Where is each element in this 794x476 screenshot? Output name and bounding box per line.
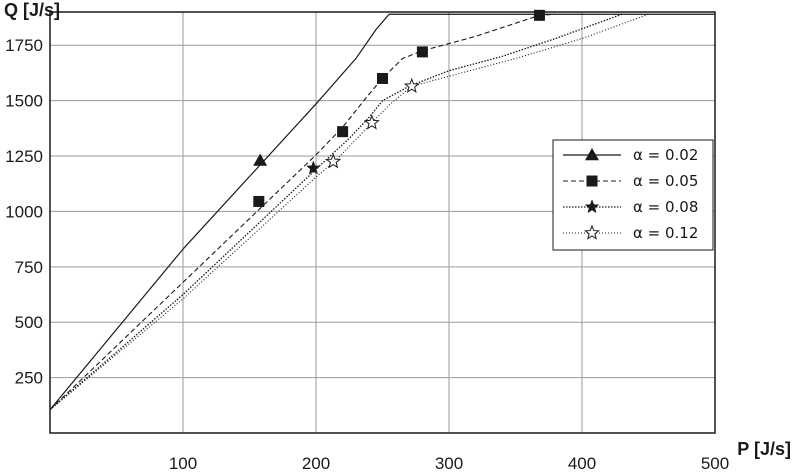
x-axis-label: P [J/s] — [737, 439, 791, 459]
series-line-4 — [49, 13, 649, 411]
series-lines — [49, 13, 715, 411]
legend-marker-2 — [586, 175, 598, 187]
x-tick-labels: 100 200 300 400 500 — [169, 454, 729, 473]
y-tick-labels: 250 500 750 1000 1250 1500 1750 — [5, 36, 43, 387]
series-4-marker — [403, 77, 420, 94]
legend-marker-4 — [584, 224, 600, 240]
series-2-marker — [337, 126, 349, 138]
x-tick-label: 300 — [435, 454, 463, 473]
legend: α = 0.02 α = 0.05 α = 0.08 α = 0.12 — [552, 139, 714, 251]
legend-label-1: α = 0.02 — [633, 146, 698, 164]
series-3-marker — [306, 160, 321, 175]
series-line-3 — [49, 13, 623, 411]
series-line-2 — [49, 13, 556, 411]
legend-box — [552, 139, 714, 251]
y-tick-label: 1000 — [5, 202, 43, 221]
y-tick-label: 750 — [15, 258, 43, 277]
legend-label-4: α = 0.12 — [633, 224, 698, 242]
series-4-marker — [363, 114, 380, 130]
y-tick-label: 1250 — [5, 147, 43, 166]
x-tick-label: 500 — [701, 454, 729, 473]
legend-marker-3 — [584, 199, 600, 214]
x-tick-label: 100 — [169, 454, 197, 473]
y-tick-label: 250 — [15, 369, 43, 388]
plot-frame — [49, 11, 716, 434]
x-tick-label: 400 — [568, 454, 596, 473]
legend-label-3: α = 0.08 — [633, 198, 698, 216]
series-2-marker — [377, 72, 388, 84]
y-tick-label: 500 — [15, 313, 43, 332]
series-markers — [253, 9, 545, 207]
series-2-marker — [533, 9, 545, 21]
series-line-1 — [49, 13, 715, 411]
series-4-marker — [325, 153, 342, 169]
series-2-marker — [416, 46, 428, 58]
y-tick-label: 1750 — [5, 36, 43, 55]
series-2-marker — [253, 195, 265, 207]
y-tick-label: 1500 — [5, 92, 43, 111]
grid — [50, 12, 715, 433]
legend-label-2: α = 0.05 — [633, 172, 698, 190]
y-axis-label: Q [J/s] — [4, 0, 60, 20]
legend-marker-1 — [585, 148, 599, 161]
x-tick-label: 200 — [302, 454, 330, 473]
series-1-marker — [253, 153, 268, 166]
